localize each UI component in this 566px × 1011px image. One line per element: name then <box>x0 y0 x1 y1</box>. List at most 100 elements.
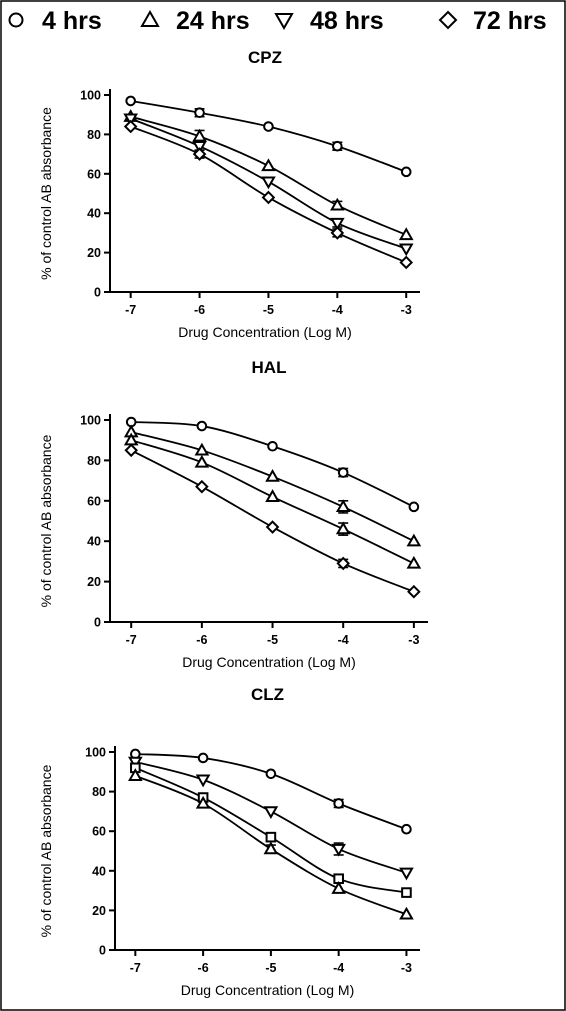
data-point <box>194 442 210 456</box>
data-point <box>265 831 277 843</box>
data-point <box>398 227 414 241</box>
x-tick-label: -5 <box>263 303 274 317</box>
data-point <box>399 255 414 270</box>
data-point <box>261 190 276 205</box>
y-axis-label: % of control AB absorbance <box>38 434 54 607</box>
x-tick-label: -5 <box>267 633 278 647</box>
y-tick-label: 100 <box>80 414 101 428</box>
data-point <box>192 128 207 142</box>
data-point <box>194 107 205 119</box>
legend: 4 hrs 24 hrs 48 hrs 72 hrs <box>8 7 547 35</box>
y-tick-label: 20 <box>87 246 101 260</box>
data-point <box>125 95 136 107</box>
y-tick-label: 0 <box>94 286 101 300</box>
series-48-hrs <box>123 432 422 569</box>
data-point <box>335 499 351 513</box>
data-point <box>124 443 138 458</box>
y-tick-label: 40 <box>87 207 101 221</box>
x-tick-label: -7 <box>126 633 137 647</box>
y-tick-label: 20 <box>87 575 101 589</box>
data-point <box>331 843 346 857</box>
data-point <box>399 867 414 881</box>
series-24-hrs <box>128 768 414 920</box>
data-point <box>195 774 211 788</box>
data-point <box>261 176 276 190</box>
x-tick-label: -4 <box>332 303 343 317</box>
y-tick-label: 100 <box>80 89 101 103</box>
data-point <box>406 555 422 569</box>
y-tick-label: 40 <box>87 535 101 549</box>
y-tick-label: 80 <box>87 454 101 468</box>
circle-icon <box>8 12 24 28</box>
diamond-icon <box>438 10 458 30</box>
data-point <box>401 887 412 898</box>
series-48-hrs <box>123 113 414 257</box>
chart-panels: CPZ 0 20 40 60 80 100 -7 -6 -5 -4 -3 Drug Concentrat… <box>38 48 428 998</box>
y-tick-label: 100 <box>85 746 106 760</box>
y-tick-label: 60 <box>92 825 106 839</box>
series-24-hrs <box>123 109 414 241</box>
data-point <box>408 501 420 513</box>
legend-label: 24 hrs <box>176 7 250 35</box>
data-point <box>337 467 349 478</box>
data-point <box>123 113 138 127</box>
x-tick-label: -6 <box>196 633 207 647</box>
series-72-hrs <box>123 119 414 270</box>
legend-item-48hrs: 48 hrs <box>274 7 384 35</box>
data-point <box>332 140 343 152</box>
legend-label: 4 hrs <box>42 7 102 35</box>
series-48-hrs <box>128 756 414 881</box>
data-point <box>265 520 280 534</box>
data-point <box>407 584 421 599</box>
x-axis-label: Drug Concentration (Log M) <box>182 654 356 670</box>
data-point <box>192 147 207 161</box>
legend-item-24hrs: 24 hrs <box>140 7 250 35</box>
data-point <box>192 141 207 154</box>
series-4-hrs <box>125 95 412 178</box>
data-point <box>195 479 209 494</box>
chart-title: HAL <box>252 358 287 377</box>
data-point <box>401 823 412 835</box>
y-tick-label: 60 <box>87 494 101 508</box>
series-24-hrs <box>123 424 422 547</box>
data-point <box>400 166 412 178</box>
data-point <box>196 420 208 432</box>
x-tick-label: -3 <box>408 633 419 647</box>
legend-label: 48 hrs <box>310 7 384 35</box>
data-point <box>195 795 211 809</box>
x-tick-label: -5 <box>265 961 276 975</box>
series-72-hrs <box>124 443 421 599</box>
series-4-hrs <box>125 416 420 513</box>
y-tick-label: 0 <box>94 616 101 630</box>
y-tick-label: 20 <box>92 904 106 918</box>
chart-panel-hal: HAL 0 20 40 60 80 100 -7 -6 -5 -4 -3 Drug Concentrat… <box>38 358 428 670</box>
x-tick-label: -3 <box>401 961 412 975</box>
chart-title: CPZ <box>248 48 282 67</box>
data-point <box>406 533 422 547</box>
data-point <box>265 468 280 482</box>
data-point <box>265 489 280 502</box>
triangle-down-icon <box>274 13 294 31</box>
data-point <box>333 798 344 809</box>
y-tick-label: 80 <box>87 128 101 142</box>
data-point <box>128 768 143 781</box>
chart-title: CLZ <box>251 685 284 704</box>
chart-panel-cpz: CPZ 0 20 40 60 80 100 -7 -6 -5 -4 -3 Drug Concentrat… <box>38 48 420 340</box>
y-axis-label: % of control AB absorbance <box>38 107 54 280</box>
data-point <box>336 556 350 571</box>
data-point <box>194 454 210 468</box>
data-point <box>123 119 138 134</box>
data-point <box>398 243 414 257</box>
x-tick-label: -3 <box>401 303 412 317</box>
legend-item-72hrs: 72 hrs <box>438 7 547 35</box>
x-axis-label: Drug Concentration (Log M) <box>178 324 352 340</box>
x-tick-label: -4 <box>338 633 349 647</box>
y-tick-label: 60 <box>87 167 101 181</box>
legend-label: 72 hrs <box>473 7 547 35</box>
x-tick-label: -7 <box>125 303 136 317</box>
data-point <box>197 752 209 764</box>
x-tick-label: -6 <box>194 303 205 317</box>
data-point <box>263 121 274 132</box>
